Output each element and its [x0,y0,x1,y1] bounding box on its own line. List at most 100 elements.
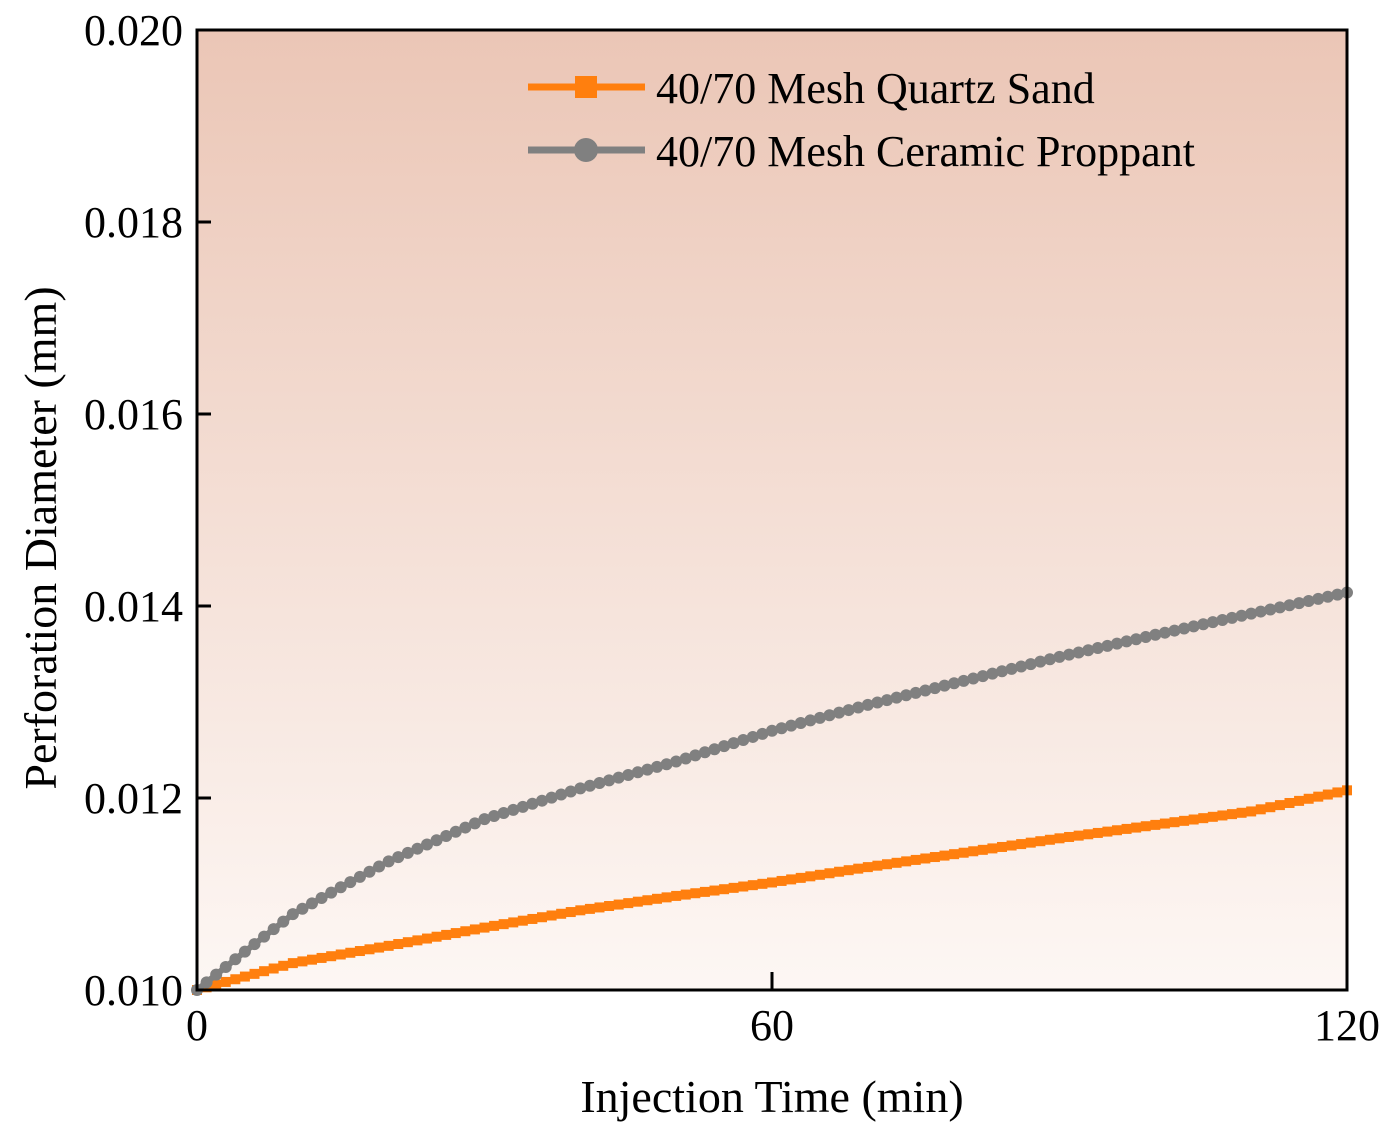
data-point [286,908,299,921]
data-point [939,850,950,861]
data-point [747,880,758,891]
data-point [516,800,529,813]
data-point [220,976,231,987]
data-point [814,869,825,880]
data-point [1178,622,1191,635]
data-point [1130,633,1143,646]
data-point [671,890,682,901]
data-point [728,882,739,893]
data-point [794,717,807,730]
data-point [335,949,346,960]
data-point [642,895,653,906]
data-point [1274,800,1285,811]
data-point [631,766,644,779]
data-point [564,785,577,798]
data-point [1255,804,1266,815]
data-point [1140,821,1151,832]
data-point [1043,653,1056,666]
data-point [641,763,654,776]
data-point [382,855,395,868]
data-point [1073,830,1084,841]
data-point [296,902,309,915]
data-point [1168,624,1181,637]
data-point [1187,620,1200,633]
data-point [1111,637,1123,650]
data-point [354,946,365,957]
data-point [373,860,386,873]
data-point [478,813,491,826]
data-point [507,803,520,816]
data-point [622,768,635,781]
data-point [422,933,432,944]
data-point [1024,658,1037,671]
data-point [315,892,328,905]
data-point [679,752,692,765]
data-point [345,947,356,958]
data-point [441,929,452,940]
data-point [430,834,443,847]
data-point [258,930,271,943]
data-point [1216,614,1229,627]
data-point [1044,834,1055,845]
y-tick-label: 0.020 [84,6,183,55]
data-point [661,892,672,903]
data-point [1284,797,1295,808]
data-point [824,868,835,879]
data-point [334,881,347,894]
data-point [987,843,998,854]
data-point [297,956,308,967]
data-point [1236,807,1247,818]
data-point [670,755,683,768]
data-point [278,960,289,971]
data-point [1227,809,1237,820]
data-point [450,928,461,939]
data-point [698,746,711,759]
data-point [412,935,423,946]
data-point [344,876,357,889]
data-point [986,667,999,680]
data-point [1064,831,1075,842]
data-point [431,931,442,942]
data-point [823,709,836,722]
data-point [239,971,250,982]
data-point [727,737,740,750]
data-point [949,849,960,860]
data-point [604,901,615,911]
data-point [411,842,424,855]
data-point [1150,819,1161,830]
data-point [843,865,854,876]
data-point [1197,618,1210,631]
y-tick-label: 0.010 [84,966,183,1015]
data-point [1207,811,1218,822]
data-point [891,857,902,868]
data-point [545,791,558,804]
data-point [1206,616,1219,629]
data-point [583,779,596,792]
x-tick-label: 120 [1314,1001,1380,1050]
data-point [210,968,223,981]
data-point [958,847,969,858]
y-axis-title: Perforation Diameter (mm) [15,286,66,789]
legend: 40/70 Mesh Quartz Sand 40/70 Mesh Cerami… [528,64,1195,176]
data-point [200,976,213,989]
legend-marker-square [575,76,597,98]
legend-label-quartz-sand: 40/70 Mesh Quartz Sand [656,64,1095,113]
data-point [872,860,883,871]
data-point [929,852,940,863]
data-point [623,898,634,909]
data-point [249,968,260,979]
data-point [689,749,702,762]
data-point [1273,601,1286,614]
data-point [1264,603,1277,616]
data-point [1063,648,1076,661]
data-point [230,974,241,985]
data-point [374,942,385,953]
data-point [248,938,261,951]
data-point [1149,628,1162,641]
data-point [268,963,279,974]
data-point [813,711,826,724]
data-point [440,830,453,843]
data-point [708,743,721,756]
data-point [853,863,864,874]
